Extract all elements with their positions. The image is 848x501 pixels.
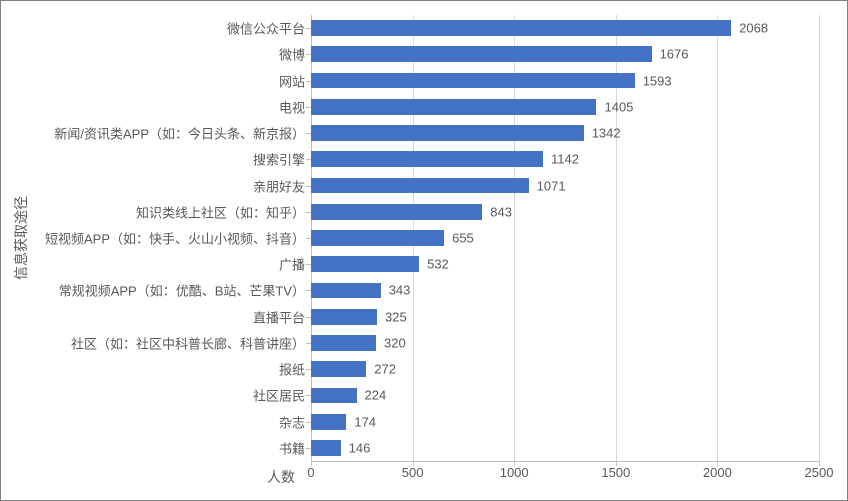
y-axis-title: 信息获取途径 [11,196,31,280]
bar-value-label: 655 [452,231,474,246]
category-label: 搜索引擎 [253,150,311,169]
category-label: 报纸 [279,360,311,379]
plot-area: 05001000150020002500微信公众平台2068微博1676网站15… [311,15,819,461]
category-label: 知识类线上社区（如：知乎） [136,202,311,221]
x-tick-label: 1000 [500,461,529,480]
category-label: 社区居民 [253,386,311,405]
bar-value-label: 272 [374,362,396,377]
category-label: 微博 [279,45,311,64]
bar-value-label: 343 [389,283,411,298]
category-label: 电视 [279,97,311,116]
bar-value-label: 1405 [604,99,633,114]
x-tick-label: 2000 [703,461,732,480]
bar [311,283,381,299]
category-label: 短视频APP（如：快手、火山小视频、抖音） [45,229,311,248]
bar-value-label: 1342 [592,126,621,141]
bar-value-label: 1593 [643,73,672,88]
bar [311,204,482,220]
category-label: 广播 [279,255,311,274]
bar [311,256,419,272]
category-label: 杂志 [279,412,311,431]
category-label: 微信公众平台 [227,19,311,38]
bar-value-label: 1676 [660,47,689,62]
bar [311,73,635,89]
x-axis-line [311,461,819,462]
bar-value-label: 532 [427,257,449,272]
category-label: 网站 [279,71,311,90]
bar [311,99,596,115]
x-tick-label: 1500 [601,461,630,480]
bar [311,440,341,456]
gridline [717,15,718,461]
bar-value-label: 325 [385,309,407,324]
x-axis-title: 人数 [267,467,295,487]
bar-value-label: 2068 [739,21,768,36]
bar [311,335,376,351]
category-label: 社区（如：社区中科普长廊、科普讲座） [71,333,311,352]
bar [311,230,444,246]
bar [311,414,346,430]
bar-value-label: 146 [349,440,371,455]
gridline [819,15,820,461]
bar-value-label: 843 [490,204,512,219]
bar-value-label: 224 [365,388,387,403]
bar [311,20,731,36]
bar-value-label: 320 [384,335,406,350]
bar [311,309,377,325]
bar [311,361,366,377]
bar-value-label: 1142 [551,152,579,167]
category-label: 常规视频APP（如：优酷、B站、芒果TV） [59,281,311,300]
x-tick-label: 500 [402,461,424,480]
category-label: 亲朋好友 [253,176,311,195]
bar [311,151,543,167]
bar [311,388,357,404]
bar-value-label: 174 [354,414,376,429]
x-tick-label: 0 [307,461,314,480]
bar [311,125,584,141]
category-label: 书籍 [279,438,311,457]
bar-value-label: 1071 [537,178,566,193]
category-label: 新闻/资讯类APP（如：今日头条、新京报） [54,124,311,143]
chart-frame: 信息获取途径 05001000150020002500微信公众平台2068微博1… [0,0,848,501]
bar [311,46,652,62]
x-tick-label: 2500 [805,461,834,480]
bar [311,178,529,194]
category-label: 直播平台 [253,307,311,326]
